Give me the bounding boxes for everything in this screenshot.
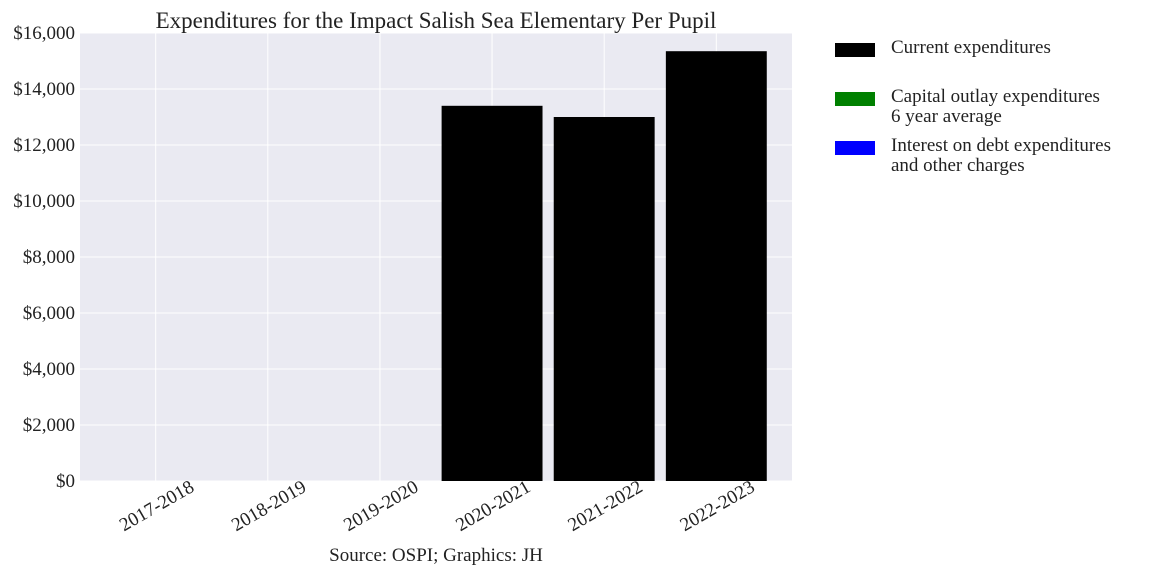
x-tick-labels: 2017-2018 2018-2019 2019-2020 2020-2021 2021… [116,477,758,536]
legend-label: Capital outlay expenditures 6 year averag… [891,86,1100,127]
y-tick-labels: $0 $2,000 $4,000 $6,000 $8,000 $10,000 $12,000… [13,23,75,492]
y-tick-label: $4,000 [23,359,75,380]
chart-legend: Current expenditures Capital outlay expen… [835,37,1145,187]
x-tick-label: 2021-2022 [565,477,647,536]
legend-current-expenditures: Current expenditures [835,37,1145,89]
y-tick-label: $12,000 [13,135,75,156]
x-tick-label: 2017-2018 [116,477,198,536]
y-tick-label: $16,000 [13,23,75,44]
y-tick-label: $10,000 [13,191,75,212]
bar-2020-2021 [441,105,543,482]
bar-2021-2022 [553,117,655,481]
y-tick-label: $6,000 [23,303,75,324]
x-axis-label: Source: OSPI; Graphics: JH [329,545,543,566]
legend-swatch [835,43,875,57]
bars [441,51,767,482]
legend-label: Current expenditures [891,37,1051,58]
legend-swatch [835,141,875,155]
legend-swatch [835,92,875,106]
y-tick-label: $2,000 [23,415,75,436]
y-tick-label: $8,000 [23,247,75,268]
y-tick-label: $0 [56,471,75,492]
y-tick-label: $14,000 [13,79,75,100]
legend-interest-on-debt: Interest on debt expenditures and other c… [835,135,1145,187]
x-tick-label: 2022-2023 [677,477,759,536]
bar-2022-2023 [665,51,767,481]
legend-label: Interest on debt expenditures and other c… [891,135,1112,176]
legend-capital-outlay: Capital outlay expenditures 6 year averag… [835,86,1145,138]
x-tick-label: 2019-2020 [340,477,422,536]
x-tick-label: 2018-2019 [228,477,310,536]
chart-title: Expenditures for the Impact Salish Sea E… [156,8,717,33]
x-tick-label: 2020-2021 [452,477,534,536]
